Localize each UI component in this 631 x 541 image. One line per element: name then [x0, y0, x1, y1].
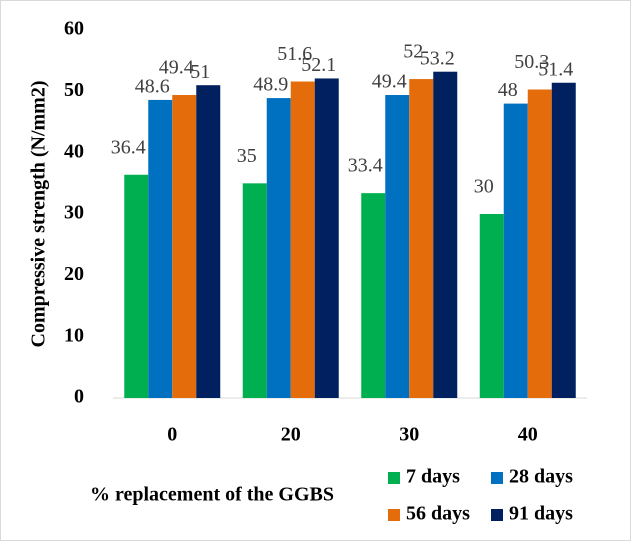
bar	[148, 99, 173, 399]
data-label: 48	[498, 79, 518, 101]
data-label: 33.4	[348, 155, 383, 177]
legend-label: 28 days	[509, 466, 573, 488]
y-tick-label: 20	[64, 263, 84, 285]
y-axis-label: Compressive strength (N/mm2)	[28, 80, 50, 347]
x-tick-label: 40	[518, 424, 538, 446]
bar	[242, 183, 267, 398]
data-label: 35	[237, 145, 257, 167]
bar	[433, 71, 458, 398]
bar	[172, 95, 197, 398]
data-label: 51.6	[277, 43, 312, 65]
data-label: 51.4	[538, 58, 573, 80]
bar	[503, 103, 528, 398]
x-tick-label: 30	[399, 424, 419, 446]
data-label: 53.2	[420, 47, 455, 69]
legend-swatch	[491, 472, 503, 484]
data-label: 48.9	[253, 74, 288, 96]
legend-label: 7 days	[406, 466, 460, 488]
data-label: 49.4	[159, 57, 194, 79]
legend-label: 56 days	[406, 503, 470, 525]
x-axis-label: % replacement of the GGBS	[90, 484, 334, 506]
y-tick-label: 60	[64, 18, 84, 40]
data-label: 36.4	[111, 136, 146, 158]
y-tick-label: 30	[64, 202, 84, 224]
bar	[196, 85, 221, 398]
data-label: 50.3	[514, 51, 549, 73]
bar	[479, 214, 504, 398]
x-tick-label: 20	[281, 424, 301, 446]
legend-label: 91 days	[509, 503, 573, 525]
legend-swatch	[491, 509, 503, 521]
data-label: 49.4	[372, 71, 407, 93]
bar	[527, 89, 552, 398]
bar	[361, 193, 386, 398]
bar	[551, 82, 576, 398]
y-tick-label: 50	[64, 79, 84, 101]
data-label: 48.6	[135, 76, 170, 98]
data-label: 51	[190, 61, 210, 83]
x-tick-label: 0	[167, 424, 177, 446]
y-tick-label: 40	[64, 140, 84, 162]
bar	[314, 78, 339, 398]
bar	[124, 174, 149, 398]
data-label: 30	[474, 176, 494, 198]
y-tick-label: 10	[64, 324, 84, 346]
bar	[290, 81, 315, 399]
legend-swatch	[388, 472, 400, 484]
data-label: 52	[403, 41, 423, 63]
y-tick-label: 0	[74, 386, 84, 408]
legend-swatch	[388, 509, 400, 521]
bar	[385, 95, 410, 398]
bar	[266, 98, 291, 398]
data-label: 52.1	[301, 54, 336, 76]
bar	[409, 79, 434, 399]
